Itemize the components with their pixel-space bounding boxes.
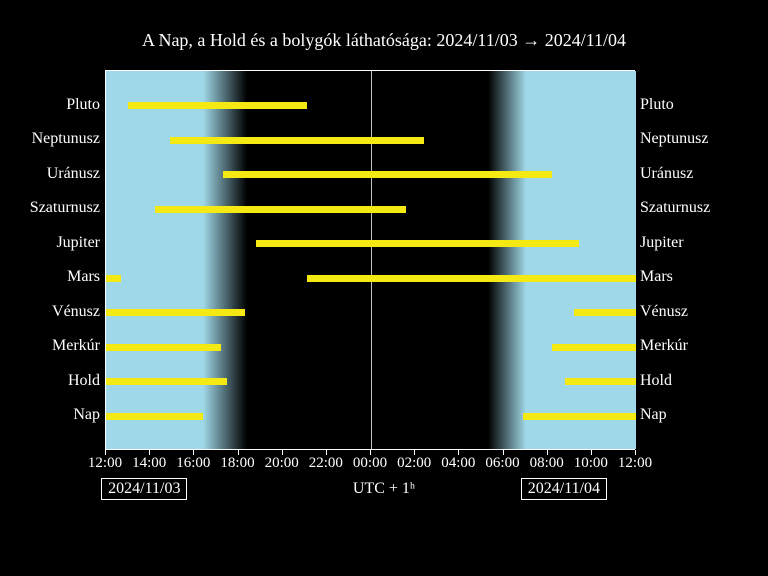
y-label-right: Nap — [640, 406, 760, 424]
daylight-region — [106, 71, 203, 449]
visibility-bar — [223, 171, 552, 178]
y-label-left: Pluto — [0, 96, 100, 114]
visibility-bar — [307, 275, 636, 282]
y-label-right: Merkúr — [640, 337, 760, 355]
x-tick-label: 00:00 — [353, 455, 387, 472]
x-tick-label: 22:00 — [309, 455, 343, 472]
y-label-left: Hold — [0, 372, 100, 390]
y-label-left: Jupiter — [0, 234, 100, 252]
plot-area — [105, 70, 635, 450]
visibility-bar — [523, 413, 636, 420]
y-label-right: Mars — [640, 268, 760, 286]
x-tick-label: 20:00 — [265, 455, 299, 472]
y-label-left: Szaturnusz — [0, 199, 100, 217]
y-label-right: Hold — [640, 372, 760, 390]
y-label-left: Merkúr — [0, 337, 100, 355]
daylight-region — [526, 71, 636, 449]
visibility-bar — [106, 275, 121, 282]
date-box-right: 2024/11/04 — [521, 478, 607, 500]
y-label-right: Neptunusz — [640, 130, 760, 148]
y-label-right: Szaturnusz — [640, 199, 760, 217]
dawn-gradient — [488, 71, 526, 449]
x-tick-label: 10:00 — [574, 455, 608, 472]
x-tick-label: 06:00 — [485, 455, 519, 472]
chart-container: A Nap, a Hold és a bolygók láthatósága: … — [0, 0, 768, 576]
visibility-bar — [155, 206, 407, 213]
y-label-right: Jupiter — [640, 234, 760, 252]
visibility-bar — [256, 240, 578, 247]
visibility-bar — [128, 102, 307, 109]
y-label-right: Pluto — [640, 96, 760, 114]
x-tick-label: 02:00 — [397, 455, 431, 472]
x-tick-label: 12:00 — [618, 455, 652, 472]
y-label-left: Vénusz — [0, 303, 100, 321]
visibility-bar — [565, 378, 636, 385]
x-tick-label: 12:00 — [88, 455, 122, 472]
chart-title: A Nap, a Hold és a bolygók láthatósága: … — [0, 30, 768, 51]
visibility-bar — [106, 344, 221, 351]
x-tick-label: 18:00 — [220, 455, 254, 472]
y-label-right: Uránusz — [640, 165, 760, 183]
y-label-left: Uránusz — [0, 165, 100, 183]
y-label-left: Mars — [0, 268, 100, 286]
dusk-gradient — [203, 71, 247, 449]
visibility-bar — [552, 344, 636, 351]
visibility-bar — [574, 309, 636, 316]
visibility-bar — [106, 378, 227, 385]
x-tick-label: 08:00 — [530, 455, 564, 472]
y-label-left: Nap — [0, 406, 100, 424]
visibility-bar — [106, 309, 245, 316]
midnight-line — [371, 71, 372, 449]
visibility-bar — [106, 413, 203, 420]
x-tick-label: 04:00 — [441, 455, 475, 472]
x-tick-label: 14:00 — [132, 455, 166, 472]
y-label-left: Neptunusz — [0, 130, 100, 148]
date-box-left: 2024/11/03 — [101, 478, 187, 500]
x-tick-label: 16:00 — [176, 455, 210, 472]
y-label-right: Vénusz — [640, 303, 760, 321]
visibility-bar — [170, 137, 424, 144]
